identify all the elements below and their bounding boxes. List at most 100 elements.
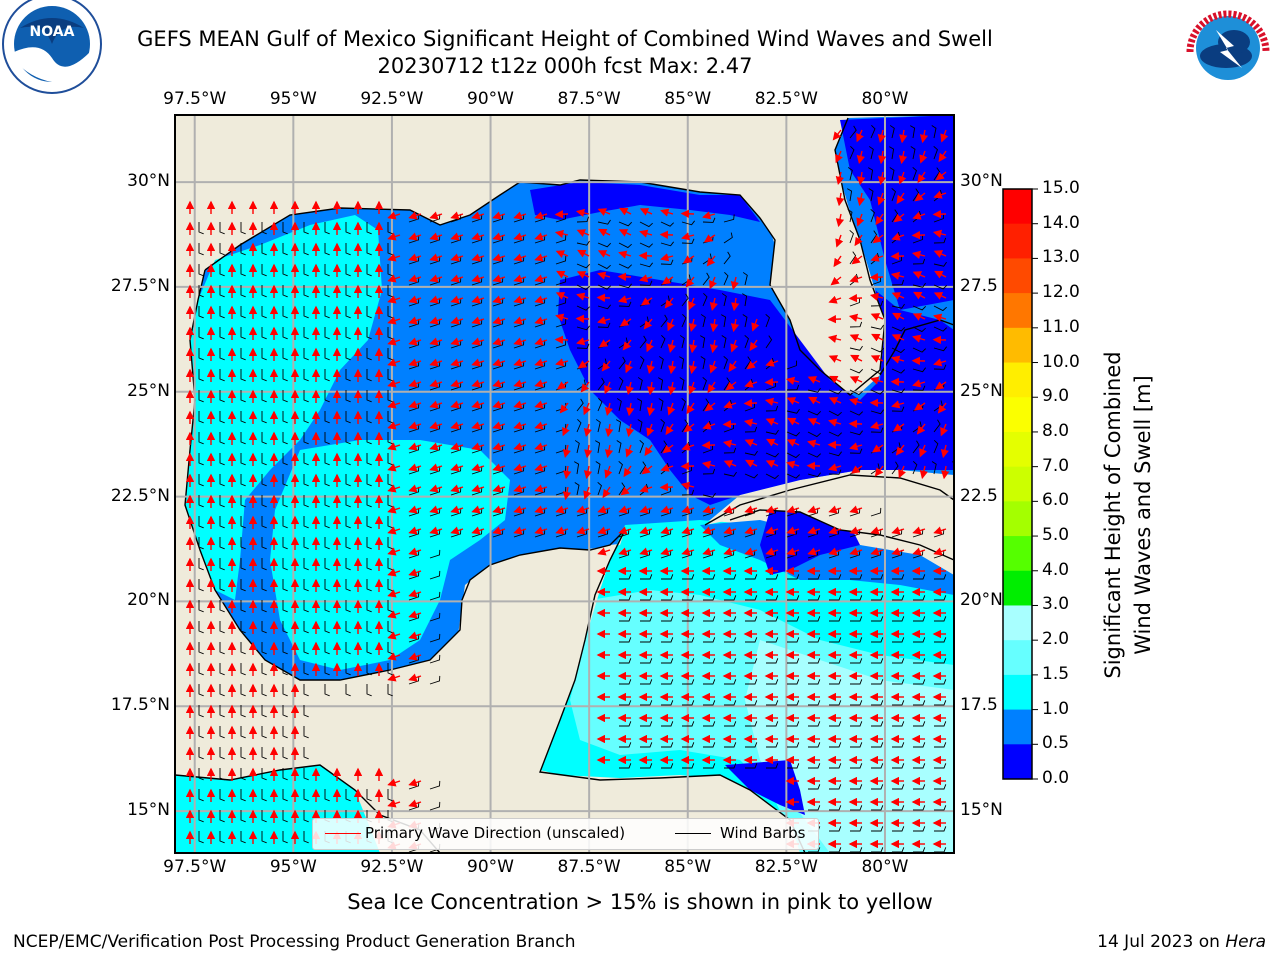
wind-barb	[513, 381, 525, 391]
wind-barb	[892, 742, 905, 748]
wind-barb	[282, 495, 288, 508]
wind-barb	[660, 334, 666, 349]
wind-barb	[829, 784, 842, 790]
wind-barb	[345, 579, 351, 592]
wind-barb	[868, 167, 874, 181]
wave-direction-arrow	[618, 295, 632, 304]
wind-barb	[261, 579, 267, 592]
wind-barb	[597, 377, 605, 391]
wind-barb	[219, 411, 225, 424]
wave-direction-arrow	[898, 465, 906, 479]
wind-barb	[660, 528, 672, 538]
wind-barb	[429, 465, 441, 475]
wind-barb	[619, 574, 632, 580]
wind-barb	[534, 444, 546, 454]
wind-barb	[786, 473, 800, 479]
wave-direction-arrow	[849, 334, 863, 342]
wind-barb	[640, 763, 653, 769]
wave-direction-arrow	[450, 232, 464, 241]
colorbar-label: 2.0	[1042, 629, 1070, 650]
wave-direction-arrow	[849, 526, 863, 535]
wind-barb	[619, 658, 632, 664]
wind-barb	[429, 507, 441, 517]
wind-barb	[786, 549, 798, 559]
wind-barb	[408, 612, 420, 622]
wind-barb	[955, 306, 968, 310]
wind-barb	[429, 780, 441, 790]
wave-direction-arrow	[681, 442, 695, 451]
wind-barb	[702, 528, 714, 538]
wind-barb	[429, 423, 441, 433]
wind-barb	[640, 742, 653, 748]
wave-direction-arrow	[492, 526, 506, 535]
wave-direction-arrow	[534, 232, 548, 241]
wave-direction-arrow	[807, 505, 821, 514]
wind-barb	[219, 663, 225, 676]
wave-direction-arrow	[856, 129, 864, 143]
wind-barb	[429, 234, 441, 244]
wind-barb	[637, 419, 643, 433]
wind-barb	[892, 826, 905, 832]
wind-barb	[513, 444, 525, 454]
wave-direction-arrow	[555, 292, 569, 300]
wave-direction-arrow	[618, 547, 632, 556]
wind-barb	[786, 431, 801, 437]
wind-barb	[870, 409, 884, 415]
wind-barb	[198, 600, 204, 613]
wave-direction-arrow	[828, 418, 842, 427]
colorbar-segment	[1003, 466, 1032, 502]
wave-direction-arrow	[601, 360, 611, 372]
wind-barb	[640, 700, 653, 706]
wave-direction-arrow	[559, 402, 569, 414]
wave-direction-arrow	[938, 150, 947, 163]
wind-barb	[723, 251, 731, 265]
wind-barb	[534, 213, 546, 223]
wave-direction-arrow	[408, 799, 422, 808]
wind-barb	[471, 444, 483, 454]
footer-date: 14 Jul 2023 on Hera	[1097, 932, 1266, 952]
wind-barb	[745, 616, 758, 622]
wave-direction-arrow	[849, 397, 863, 406]
wave-direction-arrow	[891, 232, 905, 241]
wind-barb	[828, 469, 842, 475]
wind-barb	[261, 264, 267, 277]
wave-direction-arrow	[872, 234, 884, 244]
wave-direction-arrow	[408, 421, 422, 430]
colorbar-label: 14.0	[1042, 212, 1080, 233]
colorbar-segment	[1003, 327, 1032, 364]
wind-barb	[849, 125, 857, 139]
wind-barb	[219, 600, 225, 613]
wind-barb	[324, 537, 330, 550]
wind-barb	[261, 810, 267, 823]
wind-barb	[492, 213, 504, 223]
wind-barb	[303, 831, 309, 844]
wave-direction-arrow	[849, 376, 863, 384]
wave-direction-arrow	[408, 526, 422, 535]
wind-barb	[702, 444, 713, 454]
wind-barb	[912, 549, 924, 559]
footer-branch: NCEP/EMC/Verification Post Processing Pr…	[13, 932, 576, 952]
wind-barb	[240, 831, 246, 844]
noaa-logo: NOAA	[2, 0, 102, 94]
wave-direction-arrow	[850, 354, 863, 363]
wave-direction-arrow	[408, 337, 422, 346]
wind-barb	[261, 747, 267, 760]
wind-barb	[870, 347, 885, 353]
wind-barb	[850, 679, 863, 685]
wind-barb	[892, 595, 905, 601]
wind-barb	[765, 313, 770, 328]
wave-direction-arrow	[856, 192, 866, 207]
x-tick-bottom: 97.5°W	[163, 857, 227, 877]
wave-direction-arrow	[730, 318, 740, 333]
colorbar-label: 9.0	[1042, 386, 1070, 407]
wind-barb	[282, 810, 288, 823]
wind-barb	[429, 360, 441, 370]
wave-direction-arrow	[877, 192, 886, 206]
colorbar-segment	[1003, 362, 1032, 398]
wave-direction-arrow	[870, 547, 884, 556]
wave-direction-arrow	[647, 381, 656, 396]
wave-direction-arrow	[387, 253, 401, 262]
wind-barb	[303, 684, 309, 697]
wind-barb	[282, 390, 288, 403]
wave-direction-arrow	[534, 463, 548, 472]
